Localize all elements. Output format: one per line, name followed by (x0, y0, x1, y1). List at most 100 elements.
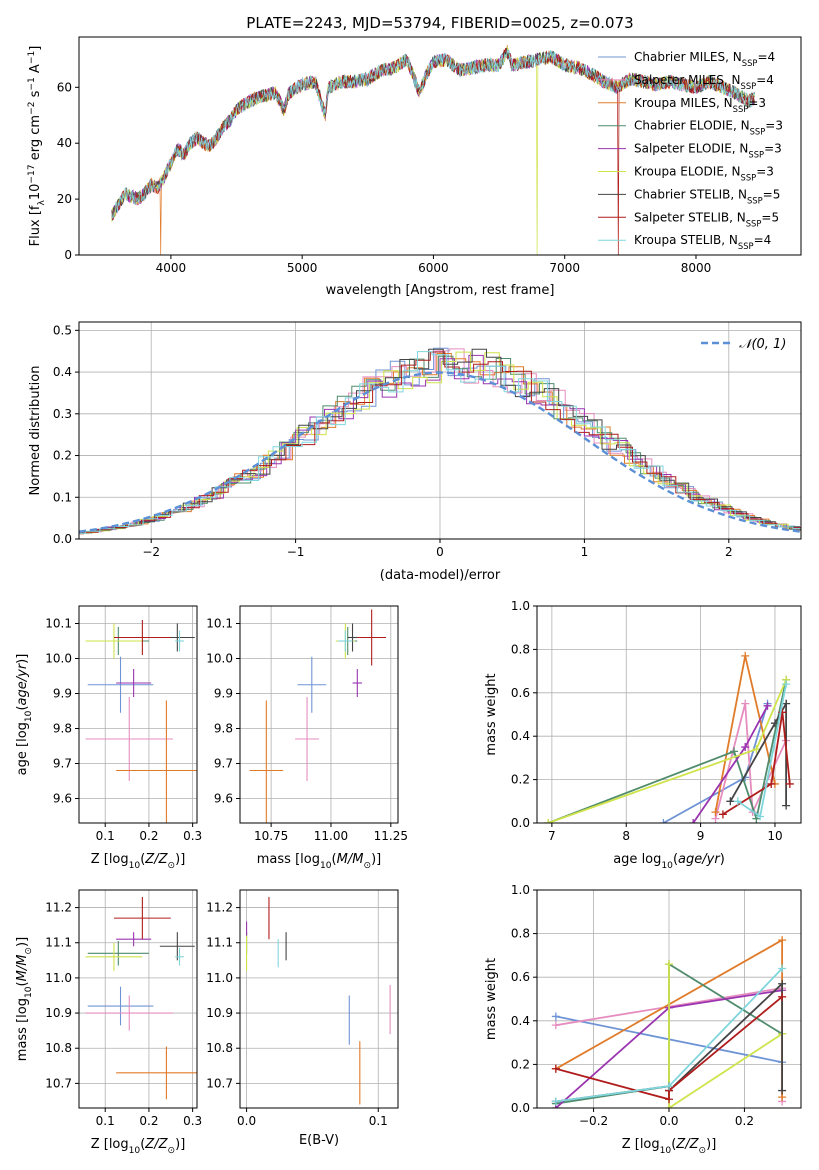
mass-vs-z-frame (78, 889, 198, 1109)
y-tick-label: 0.0 (511, 816, 530, 830)
x-tick-label: 0.0 (659, 1114, 678, 1128)
mass-weight-vs-age-axes: 7 8 9 10 0.0 0.2 0.4 0.6 0.8 1.0 (511, 599, 801, 843)
spectrum-axes: 4000 5000 6000 7000 8000 0 20 40 60 (57, 80, 712, 275)
y-tick-label: 9.9 (53, 687, 72, 701)
marker-plus (778, 1086, 787, 1095)
x-tick-label: 10.75 (254, 829, 288, 843)
y-tick-label: 0.0 (511, 1101, 530, 1115)
marker-plus (689, 819, 698, 823)
mass-vs-z-points (85, 897, 197, 1100)
age-vs-z-xlabel: Z [log10(Z/Z⊙)] (91, 852, 186, 871)
mass-vs-ebv-frame (239, 889, 399, 1109)
marker-plus (665, 1104, 673, 1108)
mass-weight-vs-age-series-7 (722, 712, 791, 816)
y-tick-label: 9.7 (214, 757, 233, 771)
histogram-series-6 (79, 348, 801, 534)
x-tick-label: 1 (581, 545, 589, 559)
mass-vs-ebv-points (246, 897, 391, 1105)
x-tick-label: −1 (287, 545, 305, 559)
age-vs-mass-frame (239, 605, 399, 824)
marker-plus (782, 801, 791, 810)
mass-weight-vs-age-xlabel: age log10(age/yr) (613, 852, 725, 871)
x-tick-label: 8 (622, 829, 630, 843)
histogram-series-1 (79, 348, 801, 534)
y-tick-label: 10.0 (206, 652, 233, 666)
mass-weight-vs-age-series-3 (547, 679, 787, 823)
histogram-steps (79, 347, 801, 535)
marker-plus (763, 701, 772, 710)
histogram-xlabel: (data-model)/error (380, 568, 501, 583)
y-tick-label: 10.1 (45, 617, 72, 631)
marker-plus (752, 745, 761, 754)
y-tick-label: 1.0 (511, 599, 530, 613)
normal-curve (79, 371, 801, 533)
x-tick-label: 11.25 (374, 829, 408, 843)
y-tick-label: 11.1 (206, 936, 233, 950)
marker-plus (665, 960, 673, 969)
x-tick-label: 0.0 (237, 1114, 256, 1128)
y-tick-label: 11.0 (206, 971, 233, 985)
y-tick-label: 9.9 (214, 687, 233, 701)
mass-weight-vs-z-lines (551, 936, 787, 1108)
marker-plus (659, 819, 668, 823)
y-tick-label: 60 (57, 80, 72, 94)
x-tick-label: 11.00 (314, 829, 348, 843)
marker-plus (711, 808, 720, 817)
y-tick-label: 9.6 (214, 792, 233, 806)
y-tick-label: 11.0 (45, 971, 72, 985)
x-tick-label: 0.3 (183, 1114, 202, 1128)
y-tick-label: 0.1 (53, 490, 72, 504)
y-tick-label: 0.5 (53, 323, 72, 337)
spectrum-series-8 (111, 49, 755, 219)
x-tick-label: 0.2 (735, 1114, 754, 1128)
spectrum-ylabel: Flux [fλ10−17 erg cm−2 s−1 A−1] (27, 46, 47, 247)
y-tick-label: 0.2 (53, 449, 72, 463)
y-tick-label: 0.2 (511, 1057, 530, 1071)
legend-label: Kroupa ELODIE, NSSP=3 (634, 165, 774, 183)
y-tick-label: 9.8 (53, 722, 72, 736)
marker-plus (782, 699, 791, 708)
residual-histogram-axes: −2 −1 0 1 2 0.0 0.1 0.2 0.3 0.4 0.5 (53, 322, 801, 559)
x-tick-label: −0.2 (579, 1114, 608, 1128)
x-tick-label: −2 (142, 545, 160, 559)
marker-plus (741, 699, 750, 708)
age-vs-z-points (85, 620, 197, 823)
spectrum-frame (78, 36, 802, 256)
mass-weight-vs-z-series-5 (668, 964, 783, 1108)
marker-plus (778, 992, 787, 1001)
figure-title: PLATE=2243, MJD=53794, FIBERID=0025, z=0… (246, 14, 633, 32)
y-tick-label: 9.8 (214, 722, 233, 736)
y-tick-label: 10.8 (206, 1041, 233, 1055)
histogram-series-2 (79, 353, 801, 533)
y-tick-label: 0.2 (511, 773, 530, 787)
y-tick-label: 10.1 (206, 617, 233, 631)
x-tick-label: 7000 (549, 261, 580, 275)
marker-plus (551, 1021, 560, 1030)
mass-vs-z-axes: 0.1 0.2 0.3 10.7 10.8 10.9 11.0 11.1 11.2 (45, 890, 202, 1128)
spectrum-lines (111, 44, 755, 255)
legend-label: Salpeter STELIB, NSSP=5 (634, 210, 779, 228)
marker-plus (741, 743, 750, 752)
x-tick-label: 0 (436, 545, 444, 559)
marker-plus (756, 812, 765, 821)
histogram-series-8 (79, 351, 801, 534)
x-tick-label: 7 (548, 829, 556, 843)
marker-plus (665, 1082, 673, 1091)
marker-plus (733, 797, 742, 806)
y-tick-label: 0 (64, 248, 72, 262)
marker-plus (785, 779, 794, 788)
marker-plus (741, 651, 750, 660)
x-tick-label: 2 (725, 545, 733, 559)
spectrum-series-7 (111, 48, 755, 255)
y-tick-label: 11.2 (206, 901, 233, 915)
age-vs-mass-points (249, 609, 387, 823)
mass-weight-vs-z-series-7 (555, 996, 783, 1101)
legend-label: Salpeter MILES, NSSP=4 (634, 73, 774, 91)
x-tick-label: 5000 (287, 261, 318, 275)
mass-weight-vs-age-ylabel: mass weight (484, 673, 499, 755)
y-tick-label: 10.0 (45, 652, 72, 666)
marker-plus (767, 779, 776, 788)
x-tick-label: 9 (697, 829, 705, 843)
y-tick-label: 9.6 (53, 792, 72, 806)
